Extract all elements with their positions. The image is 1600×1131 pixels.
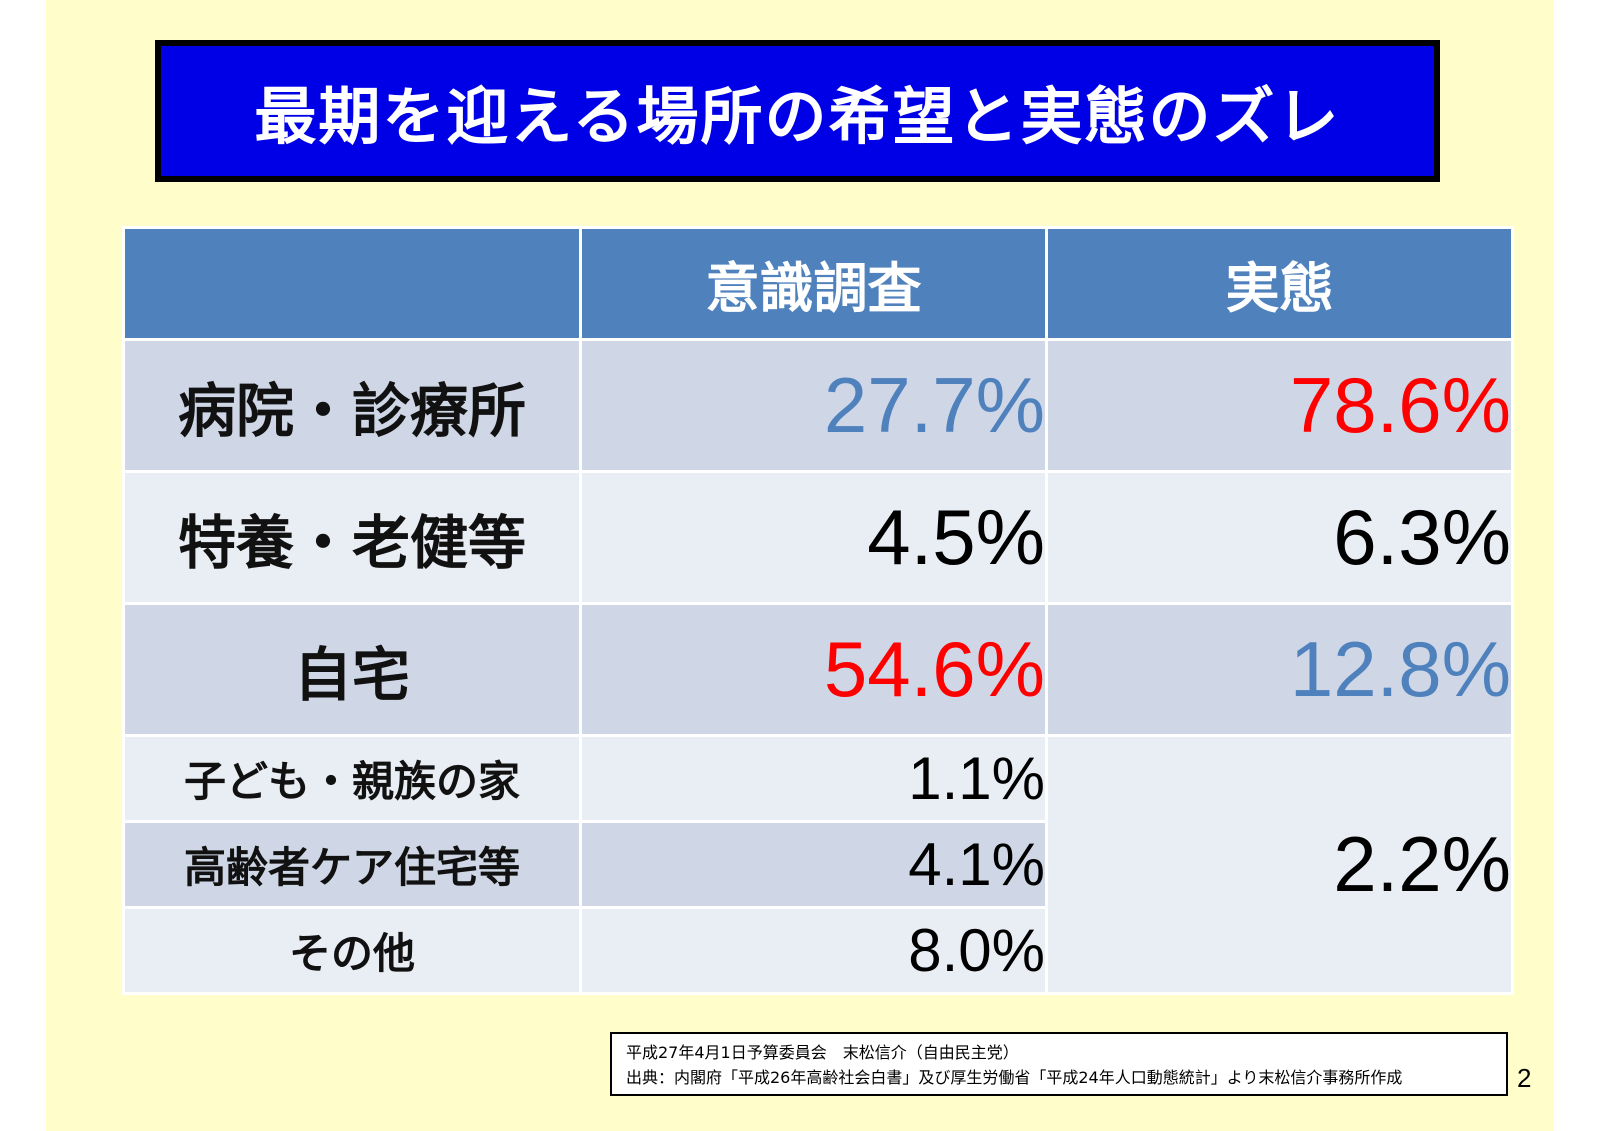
survey-value: 54.6% [579,602,1048,737]
row-label: 子ども・親族の家 [122,734,582,823]
actual-value: 6.3% [1045,470,1514,605]
row-label: 自宅 [122,602,582,737]
survey-value: 4.1% [579,820,1048,909]
table-row: その他 8.0% [122,906,1513,995]
header-row: 意識調査 実態 [122,226,1514,341]
table-row: 高齢者ケア住宅等 4.1% [122,820,1513,909]
source-note: 平成27年4月1日予算委員会 末松信介（自由民主党） 出典：内閣府「平成26年高… [610,1032,1508,1096]
survey-value: 4.5% [579,470,1048,605]
survey-value: 8.0% [579,906,1048,995]
comparison-table: 意識調査 実態 病院・診療所 27.7% 78.6% 特養・老健等 4.5% 6… [122,226,1514,995]
survey-value: 1.1% [579,734,1048,823]
header-actual: 実態 [1045,226,1514,341]
table-row: 病院・診療所 27.7% 78.6% [122,338,1514,473]
merged-actual-value: 2.2% [1045,734,1514,995]
actual-value: 12.8% [1045,602,1514,737]
page-number: 2 [1517,1063,1532,1093]
table-row: 特養・老健等 4.5% 6.3% [122,470,1514,605]
header-empty [122,226,582,341]
table-row: 自宅 54.6% 12.8% [122,602,1514,737]
row-label: その他 [122,906,582,995]
survey-value: 27.7% [579,338,1048,473]
row-label: 病院・診療所 [122,338,582,473]
source-line-2: 出典：内閣府「平成26年高齢社会白書」及び厚生労働省「平成24年人口動態統計」よ… [626,1068,1403,1087]
title-banner: 最期を迎える場所の希望と実態のズレ [155,40,1440,182]
source-line-1: 平成27年4月1日予算委員会 末松信介（自由民主党） [626,1043,1019,1062]
table-row: 子ども・親族の家 1.1% 2.2% [122,734,1514,995]
row-label: 特養・老健等 [122,470,582,605]
header-survey: 意識調査 [579,226,1048,341]
row-label: 高齢者ケア住宅等 [122,820,582,909]
actual-value: 78.6% [1045,338,1514,473]
slide-title: 最期を迎える場所の希望と実態のズレ [254,80,1341,153]
